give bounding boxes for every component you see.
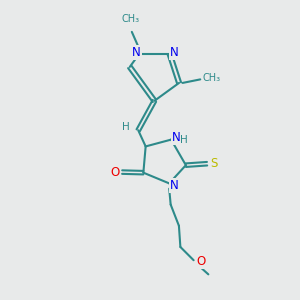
Text: CH₃: CH₃: [202, 73, 221, 83]
Text: CH₃: CH₃: [121, 14, 140, 24]
Text: O: O: [110, 166, 120, 178]
Text: N: N: [132, 46, 141, 59]
Text: N: N: [170, 179, 179, 192]
Text: N: N: [170, 46, 178, 59]
Text: N: N: [172, 131, 181, 144]
Text: H: H: [122, 122, 130, 132]
Text: O: O: [196, 255, 206, 268]
Text: H: H: [180, 135, 187, 145]
Text: S: S: [211, 157, 218, 170]
